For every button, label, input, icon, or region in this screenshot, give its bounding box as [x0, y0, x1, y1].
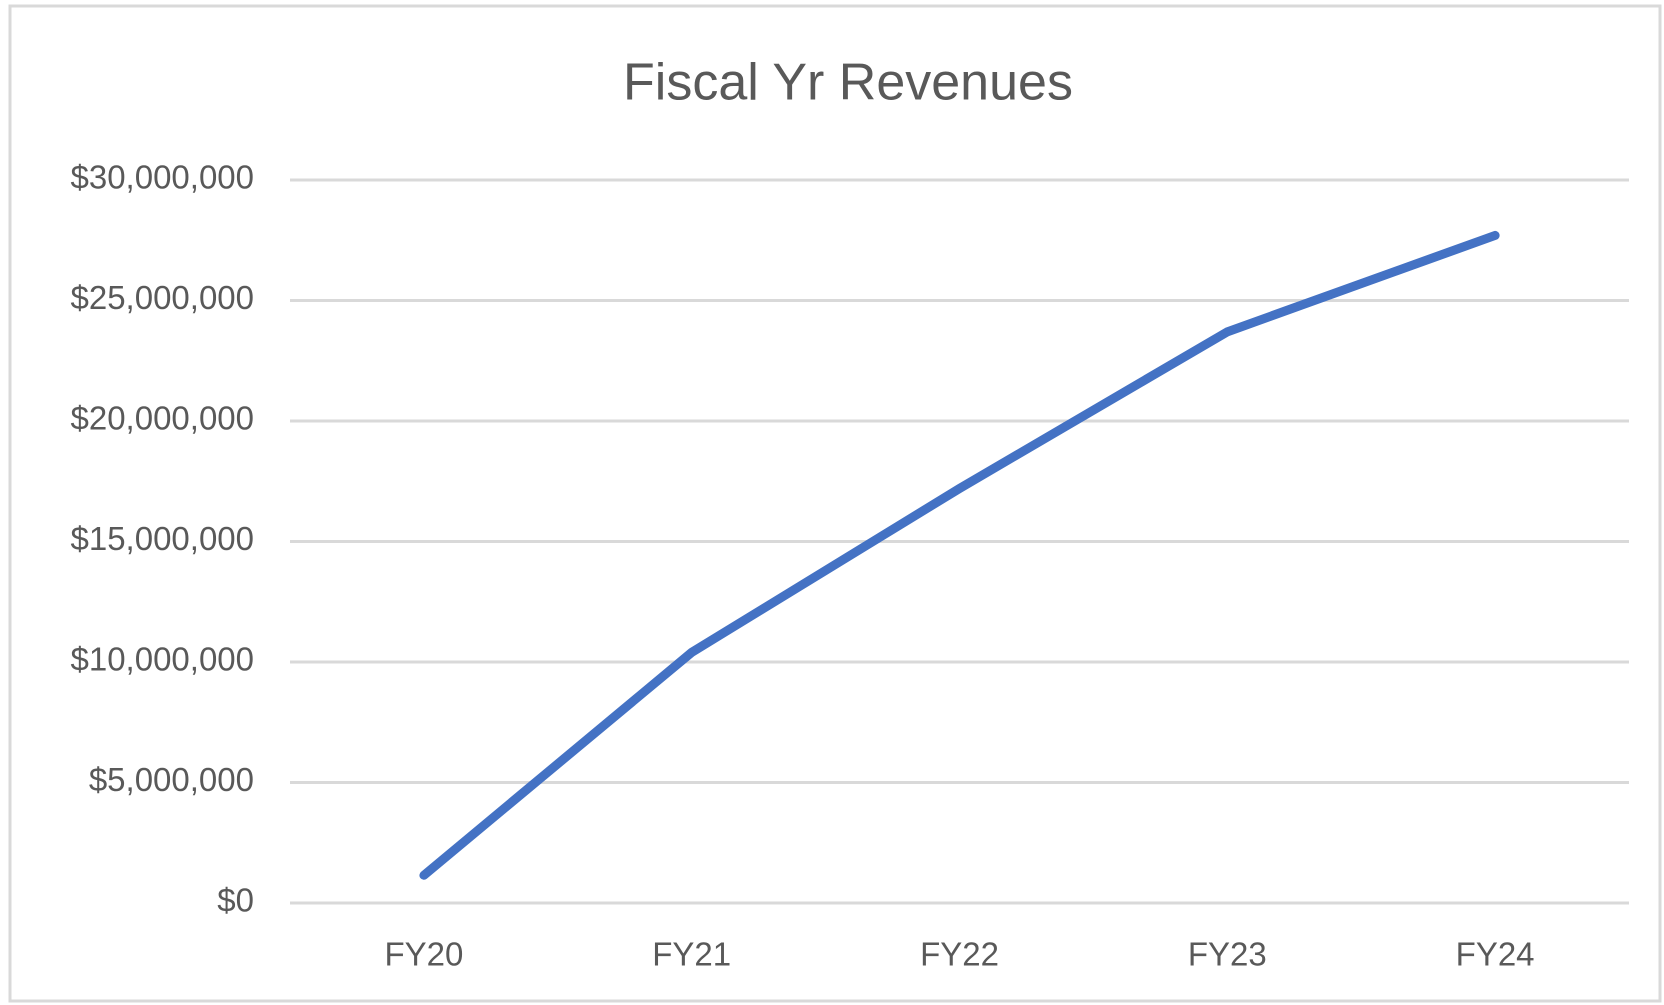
x-tick-label: FY22 [920, 936, 999, 973]
y-tick-label: $20,000,000 [70, 400, 254, 437]
y-tick-label: $15,000,000 [70, 520, 254, 557]
y-tick-label: $30,000,000 [70, 159, 254, 196]
y-tick-label: $10,000,000 [70, 641, 254, 678]
y-tick-label: $0 [217, 882, 254, 919]
x-tick-label: FY20 [384, 936, 463, 973]
x-tick-label: FY23 [1188, 936, 1267, 973]
chart-border [8, 4, 1662, 1003]
x-tick-label: FY24 [1456, 936, 1535, 973]
x-tick-label: FY21 [652, 936, 731, 973]
y-tick-label: $25,000,000 [70, 279, 254, 316]
chart-title: Fiscal Yr Revenues [623, 54, 1073, 112]
y-tick-label: $5,000,000 [89, 761, 254, 798]
line-series [419, 230, 1500, 880]
